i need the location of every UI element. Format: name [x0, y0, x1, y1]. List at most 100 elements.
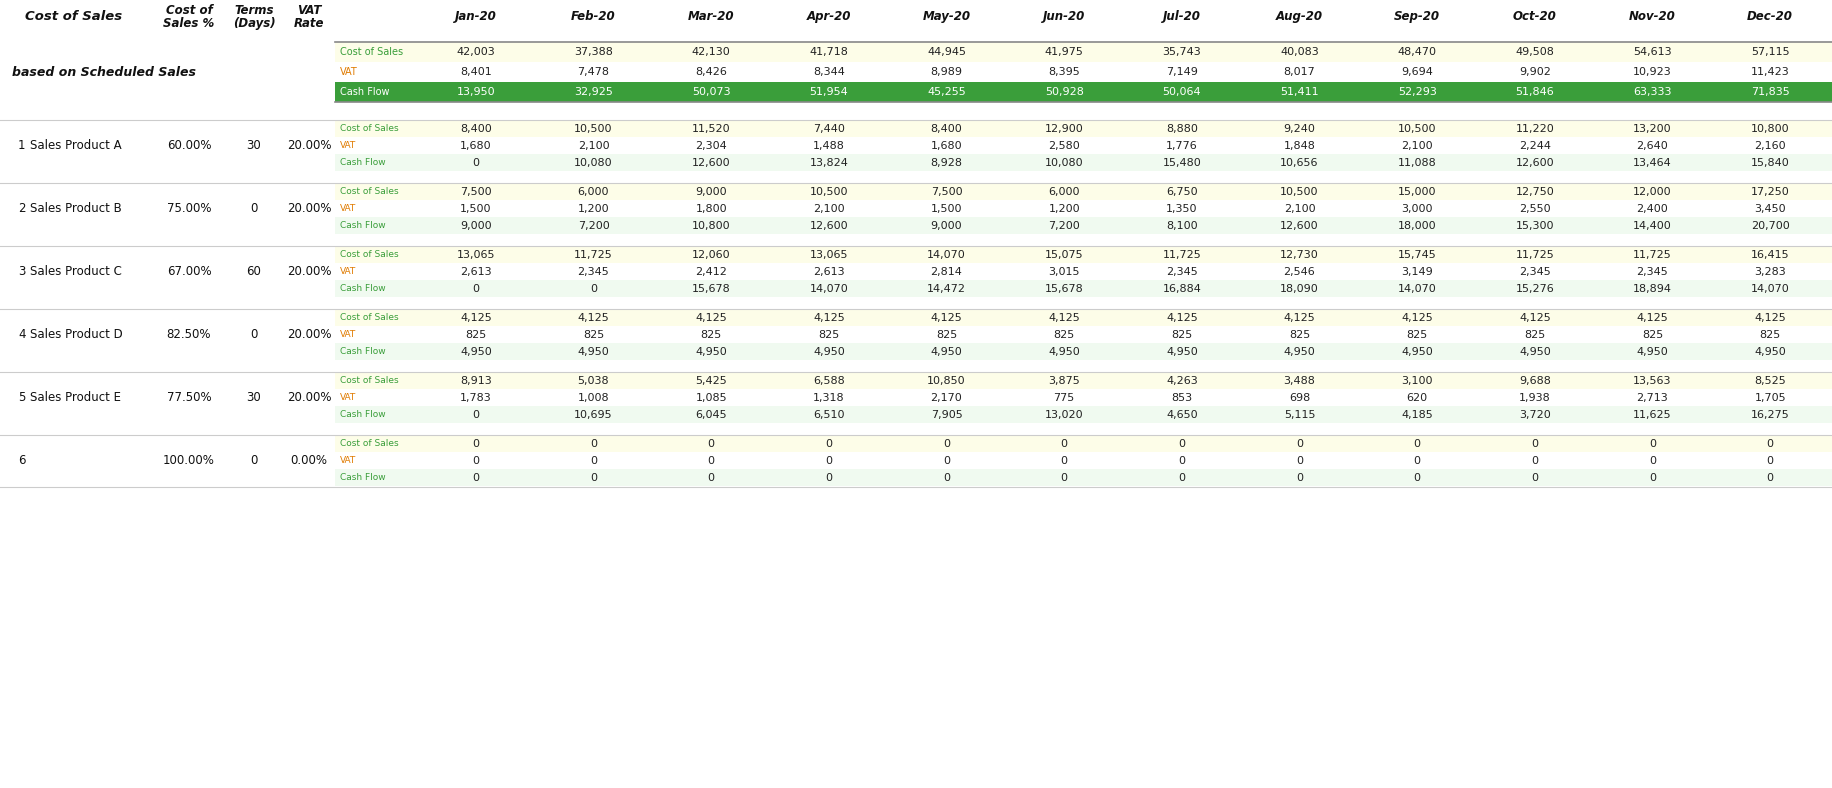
Text: 2,345: 2,345: [1636, 266, 1667, 277]
Text: Sales Product C: Sales Product C: [29, 265, 121, 278]
Text: 4,950: 4,950: [1282, 347, 1315, 356]
Text: 60: 60: [247, 265, 262, 278]
Text: 1,500: 1,500: [931, 203, 962, 214]
Text: 0: 0: [473, 284, 480, 293]
Text: 8,928: 8,928: [931, 158, 962, 168]
Text: 11,088: 11,088: [1398, 158, 1436, 168]
Text: 14,070: 14,070: [810, 284, 848, 293]
Text: 0: 0: [707, 438, 714, 448]
Text: 0: 0: [251, 328, 258, 341]
Text: Cash Flow: Cash Flow: [339, 87, 388, 97]
Text: Cost of Sales: Cost of Sales: [339, 187, 398, 196]
Bar: [335, 343, 1832, 360]
Text: 51,954: 51,954: [810, 87, 848, 97]
Text: 2,170: 2,170: [931, 392, 962, 403]
Text: 5: 5: [18, 391, 26, 404]
Text: 2,814: 2,814: [931, 266, 962, 277]
Text: 77.50%: 77.50%: [167, 391, 211, 404]
Text: 0: 0: [1178, 438, 1185, 448]
Bar: [335, 469, 1832, 486]
Text: based on Scheduled Sales: based on Scheduled Sales: [13, 65, 196, 79]
Text: 11,520: 11,520: [691, 124, 731, 133]
Text: 0: 0: [1412, 438, 1420, 448]
Text: 57,115: 57,115: [1750, 47, 1788, 57]
Text: 0: 0: [251, 202, 258, 215]
Text: 4,125: 4,125: [694, 313, 727, 322]
Text: Sales Product E: Sales Product E: [29, 391, 121, 404]
Text: 4,950: 4,950: [813, 347, 845, 356]
Text: 10,500: 10,500: [1279, 187, 1317, 196]
Bar: [335, 200, 1832, 217]
Text: 0: 0: [1412, 455, 1420, 466]
Text: 3,488: 3,488: [1282, 376, 1315, 385]
Text: 4,125: 4,125: [1165, 313, 1196, 322]
Text: 15,276: 15,276: [1515, 284, 1554, 293]
Text: 60.00%: 60.00%: [167, 139, 211, 152]
Text: 0.00%: 0.00%: [289, 454, 328, 467]
Text: 10,923: 10,923: [1632, 67, 1671, 77]
Text: 9,000: 9,000: [931, 221, 962, 231]
Text: 2,244: 2,244: [1519, 140, 1550, 151]
Text: Rate: Rate: [293, 17, 324, 30]
Text: 0: 0: [942, 455, 949, 466]
Text: Cash Flow: Cash Flow: [339, 347, 385, 356]
Text: 10,800: 10,800: [1750, 124, 1788, 133]
Text: 14,472: 14,472: [927, 284, 965, 293]
Text: 4,263: 4,263: [1165, 376, 1196, 385]
Bar: [335, 389, 1832, 406]
Text: 13,065: 13,065: [810, 250, 848, 259]
Text: 8,880: 8,880: [1165, 124, 1196, 133]
Text: 825: 825: [1405, 329, 1427, 340]
Bar: [335, 154, 1832, 171]
Text: 0: 0: [1766, 473, 1773, 482]
Text: Oct-20: Oct-20: [1511, 9, 1555, 23]
Text: 2,613: 2,613: [813, 266, 845, 277]
Bar: [335, 452, 1832, 469]
Text: 15,678: 15,678: [691, 284, 731, 293]
Text: 4,125: 4,125: [460, 313, 491, 322]
Bar: [335, 280, 1832, 297]
Text: 6,750: 6,750: [1165, 187, 1196, 196]
Text: 0: 0: [1178, 473, 1185, 482]
Text: VAT: VAT: [339, 330, 355, 339]
Bar: [335, 406, 1832, 423]
Text: 2,640: 2,640: [1636, 140, 1667, 151]
Text: 14,070: 14,070: [1750, 284, 1788, 293]
Text: 12,600: 12,600: [1515, 158, 1554, 168]
Text: 0: 0: [1766, 455, 1773, 466]
Text: 15,840: 15,840: [1750, 158, 1788, 168]
Text: 8,400: 8,400: [460, 124, 491, 133]
Text: 0: 0: [1649, 473, 1654, 482]
Text: Jan-20: Jan-20: [454, 9, 496, 23]
Text: 11,725: 11,725: [573, 250, 612, 259]
Text: Cost of Sales: Cost of Sales: [339, 376, 398, 385]
Text: 20.00%: 20.00%: [286, 391, 332, 404]
Text: 16,415: 16,415: [1750, 250, 1788, 259]
Text: 12,060: 12,060: [691, 250, 731, 259]
Bar: [335, 42, 1832, 62]
Text: Nov-20: Nov-20: [1629, 9, 1674, 23]
Text: 4,950: 4,950: [460, 347, 491, 356]
Text: 825: 825: [936, 329, 956, 340]
Text: 6,588: 6,588: [813, 376, 845, 385]
Text: 0: 0: [824, 438, 832, 448]
Text: Cost of: Cost of: [165, 4, 213, 17]
Text: 13,020: 13,020: [1044, 410, 1083, 419]
Text: Cash Flow: Cash Flow: [339, 158, 385, 167]
Text: 7,905: 7,905: [931, 410, 962, 419]
Bar: [335, 309, 1832, 326]
Text: 2,400: 2,400: [1636, 203, 1667, 214]
Text: 3,875: 3,875: [1048, 376, 1079, 385]
Text: 0: 0: [590, 438, 597, 448]
Text: 16,275: 16,275: [1750, 410, 1788, 419]
Text: 7,200: 7,200: [1048, 221, 1079, 231]
Text: 0: 0: [1649, 455, 1654, 466]
Text: 825: 825: [1759, 329, 1781, 340]
Text: 71,835: 71,835: [1750, 87, 1788, 97]
Text: 0: 0: [1061, 473, 1066, 482]
Text: 4,950: 4,950: [1636, 347, 1667, 356]
Text: 0: 0: [1295, 455, 1303, 466]
Text: Feb-20: Feb-20: [572, 9, 616, 23]
Text: 15,300: 15,300: [1515, 221, 1554, 231]
Text: 7,200: 7,200: [577, 221, 608, 231]
